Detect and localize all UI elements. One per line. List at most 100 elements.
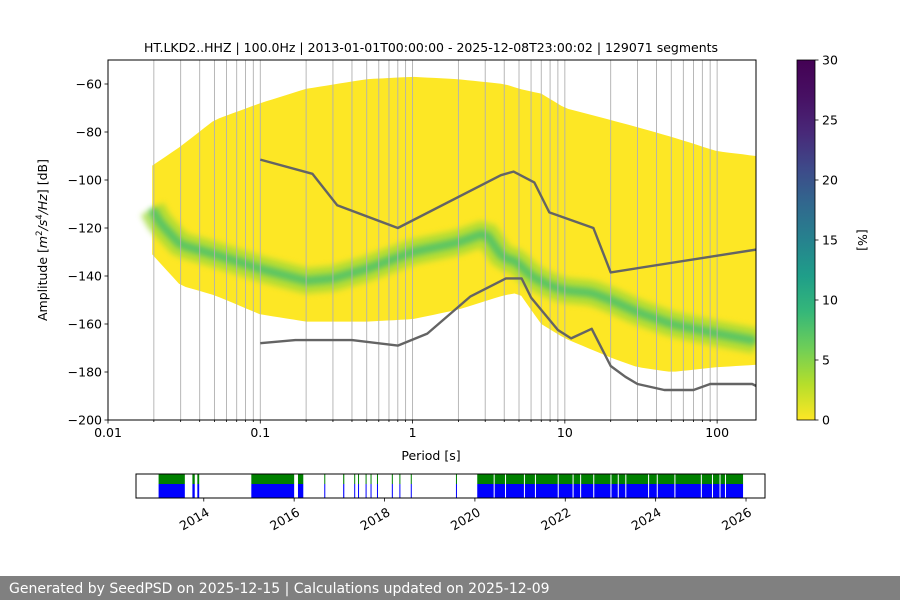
- plot-frame: [107, 59, 757, 421]
- coverage-bar-bottom: [297, 484, 304, 498]
- psd-plot-area: 0.01 0.1 1 10 100 −60 −80 −100 −120 −140 −160 −180…: [68, 59, 757, 440]
- y-tick-label: −60: [76, 77, 102, 92]
- y-label-exp4: 4: [35, 214, 45, 219]
- coverage-bar-top: [399, 474, 401, 484]
- coverage-bar-top: [358, 474, 360, 484]
- y-axis-label: Amplitude [m2/s4/Hz] [dB]: [35, 159, 50, 321]
- colorbar-tick-label: 30: [822, 53, 838, 68]
- coverage-bar-bottom: [391, 484, 393, 498]
- coverage-bar-bottom: [343, 484, 345, 498]
- y-tick-label: −180: [68, 365, 102, 380]
- coverage-gap: [557, 474, 559, 498]
- timeline-year-label: 2022: [538, 504, 573, 533]
- colorbar-tick-label: 25: [822, 113, 838, 128]
- noise-model-curves: [259, 158, 756, 392]
- coverage-gap: [700, 474, 702, 498]
- coverage-bar-top: [297, 474, 304, 484]
- y-label-hz: /Hz: [35, 194, 50, 216]
- chart-title: HT.LKD2..HHZ | 100.0Hz | 2013-01-01T00:0…: [144, 40, 718, 55]
- colorbar-tick-label: 20: [822, 173, 838, 188]
- coverage-bar-bottom: [376, 484, 378, 498]
- coverage-bar-top: [343, 474, 345, 484]
- coverage-gap: [656, 474, 658, 498]
- coverage-bar-bottom: [410, 484, 412, 498]
- coverage-gap: [610, 474, 612, 498]
- coverage-gap: [724, 474, 726, 498]
- coverage-bar-top: [251, 474, 295, 484]
- y-axis-ticks: −60 −80 −100 −120 −140 −160 −180 −200: [68, 77, 108, 428]
- x-tick-label: 0.1: [250, 425, 270, 440]
- y-tick-label: −80: [76, 125, 102, 140]
- colorbar-label: [%]: [855, 229, 870, 251]
- coverage-gap: [572, 474, 574, 498]
- colorbar: 0 5 10 15 20 25 30 [%]: [796, 53, 870, 428]
- coverage-bar-top: [391, 474, 393, 484]
- x-tick-label: 0.01: [94, 425, 122, 440]
- mode-band-core: [148, 206, 756, 346]
- coverage-bar-bottom: [197, 484, 200, 498]
- coverage-bar-top: [477, 474, 744, 484]
- coverage-gap: [580, 474, 582, 498]
- coverage-gap: [523, 474, 525, 498]
- high-noise-model-line: [259, 158, 756, 274]
- coverage-gap: [719, 474, 721, 498]
- x-tick-label: 100: [705, 425, 729, 440]
- y-tick-label: −160: [68, 317, 102, 332]
- timeline-year-label: 2018: [357, 504, 392, 533]
- coverage-gap: [674, 474, 676, 498]
- coverage-bar-bottom: [358, 484, 360, 498]
- y-label-m: m: [35, 236, 50, 248]
- coverage-bar-bottom: [354, 484, 356, 498]
- x-axis-label: Period [s]: [401, 448, 460, 463]
- coverage-bar-top: [192, 474, 195, 484]
- y-label-suffix: ] [dB]: [35, 159, 50, 194]
- colorbar-ticks: 0 5 10 15 20 25 30: [815, 53, 838, 428]
- coverage-bar-bottom: [399, 484, 401, 498]
- timeline-year-label: 2020: [448, 504, 483, 533]
- coverage-bar-top: [354, 474, 356, 484]
- coverage-bar-bottom: [370, 484, 372, 498]
- colorbar-tick-label: 0: [822, 413, 830, 428]
- x-axis-ticks: 0.01 0.1 1 10 100: [94, 420, 729, 440]
- data-availability-timeline: 2014 2016 2018 2020 2022 2024 2026: [135, 473, 766, 533]
- coverage-bar-top: [365, 474, 367, 484]
- low-noise-model-line: [260, 277, 756, 392]
- coverage-bar-top: [376, 474, 378, 484]
- coverage-gap: [320, 474, 322, 498]
- psd-figure: HT.LKD2..HHZ | 100.0Hz | 2013-01-01T00:0…: [35, 40, 870, 533]
- coverage-gap: [593, 474, 595, 498]
- coverage-bar-top: [324, 474, 326, 484]
- x-tick-label: 10: [557, 425, 573, 440]
- colorbar-tick-label: 10: [822, 293, 838, 308]
- y-tick-label: −120: [68, 221, 102, 236]
- timeline-bars: [158, 474, 744, 498]
- coverage-bar-top: [370, 474, 372, 484]
- y-label-s: /s: [35, 219, 50, 231]
- timeline-year-label: 2024: [629, 504, 664, 533]
- footer-credits: Generated by SeedPSD on 2025-12-15 | Cal…: [0, 576, 900, 600]
- coverage-bar-top: [197, 474, 200, 484]
- coverage-gap: [505, 474, 507, 498]
- timeline-year-label: 2026: [719, 504, 754, 533]
- coverage-bar-top: [410, 474, 412, 484]
- y-tick-label: −100: [68, 173, 102, 188]
- coverage-gap: [534, 474, 536, 498]
- vertical-gridlines: [108, 60, 718, 420]
- coverage-gap: [711, 474, 713, 498]
- coverage-bar-bottom: [365, 484, 367, 498]
- y-label-exp2: 2: [35, 230, 45, 235]
- colorbar-tick-label: 15: [822, 233, 838, 248]
- timeline-year-ticks: 2014 2016 2018 2020 2022 2024 2026: [177, 498, 754, 533]
- coverage-bar-top: [158, 474, 185, 484]
- y-label-prefix: Amplitude [: [35, 248, 50, 321]
- coverage-bar-bottom: [192, 484, 195, 498]
- coverage-bar-bottom: [477, 484, 744, 498]
- coverage-bar-bottom: [324, 484, 326, 498]
- coverage-gap: [493, 474, 495, 498]
- coverage-bar-top: [455, 474, 457, 484]
- psd-density-heatmap: [140, 76, 756, 372]
- colorbar-gradient: [796, 59, 816, 421]
- timeline-year-label: 2014: [177, 504, 212, 533]
- coverage-gap: [648, 474, 650, 498]
- y-tick-label: −140: [68, 269, 102, 284]
